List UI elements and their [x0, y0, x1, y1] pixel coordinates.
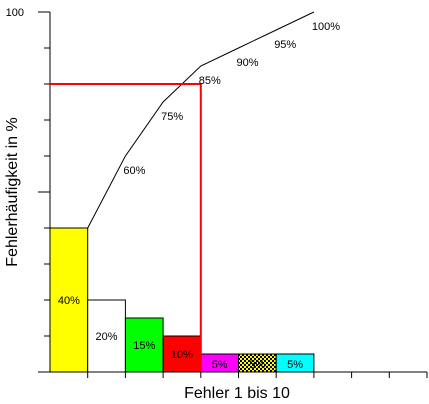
cumulative-line	[87, 11, 315, 229]
bar-value-label: 20%	[96, 331, 118, 343]
bar-value-label: 10%	[171, 349, 193, 361]
cumulative-value-label: 95%	[274, 39, 296, 51]
bar	[49, 227, 89, 373]
bar-value-label: 40%	[58, 295, 80, 307]
cumulative-value-label: 100%	[312, 21, 340, 33]
y-axis-label: Fehlerhäufigkeit in %	[4, 117, 21, 266]
bar	[124, 317, 164, 373]
x-axis-label: Fehler 1 bis 10	[184, 385, 290, 402]
highlight-region	[50, 83, 202, 372]
cumulative-value-label: 85%	[199, 75, 221, 87]
labels: 40% 20% 15% 10% 5% 5% 5% 60% 75% 85% 90% 95% 100%	[58, 21, 340, 371]
bars	[49, 227, 315, 373]
bar	[275, 353, 315, 373]
cumulative-value-label: 60%	[123, 165, 145, 177]
bar-value-label: 5%	[249, 359, 265, 371]
cumulative-polyline	[87, 11, 315, 229]
cumulative-value-label: 90%	[237, 57, 259, 69]
bar-value-label: 15%	[133, 340, 155, 352]
bar-value-label: 5%	[212, 359, 228, 371]
bar-value-label: 5%	[287, 359, 303, 371]
highlight-outline	[50, 83, 202, 372]
cumulative-value-label: 75%	[161, 111, 183, 123]
bar	[162, 335, 202, 373]
y-tick-label: 100	[6, 7, 24, 19]
